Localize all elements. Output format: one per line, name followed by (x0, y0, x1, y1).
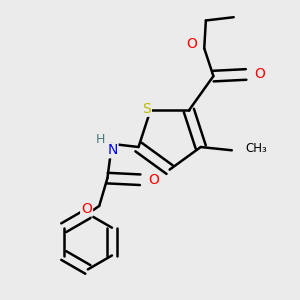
Text: N: N (107, 143, 118, 157)
Text: O: O (148, 173, 159, 187)
Text: O: O (186, 38, 197, 51)
Text: O: O (81, 202, 92, 215)
Text: O: O (254, 68, 265, 82)
Text: CH₃: CH₃ (246, 142, 267, 155)
Text: H: H (96, 133, 106, 146)
Text: S: S (142, 102, 151, 116)
